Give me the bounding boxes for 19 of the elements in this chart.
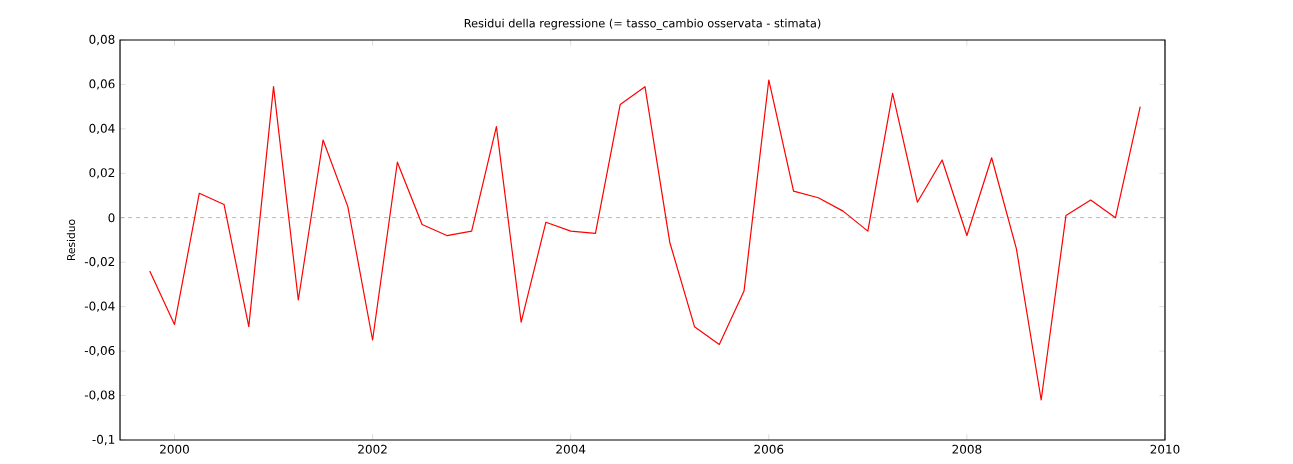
chart-title: Residui della regressione (= tasso_cambio osservata - stimata) [464,18,821,30]
y-tick-label: 0,04 [89,123,115,135]
y-tick-label: -0,1 [92,434,115,446]
y-tick-label: 0,08 [89,34,115,46]
x-tick-label: 2008 [952,444,982,454]
y-axis-title: Residuo [66,219,76,260]
line-series [149,79,1141,401]
y-tick-label: -0,06 [84,345,115,357]
y-tick-label: -0,02 [84,257,115,268]
x-tick-label: 2004 [556,444,586,454]
y-tick-label: -0,04 [84,301,115,312]
x-tick-label: 2010 [1150,444,1180,454]
x-tick-label: 2006 [754,444,784,454]
y-tick-label: -0,08 [84,390,115,401]
x-tick-label: 2002 [358,444,387,454]
y-tick-label: 0 [108,213,115,223]
x-tick-label: 2000 [160,444,189,454]
y-tick-label: 0,06 [89,79,115,90]
y-tick-label: 0,02 [89,168,115,179]
